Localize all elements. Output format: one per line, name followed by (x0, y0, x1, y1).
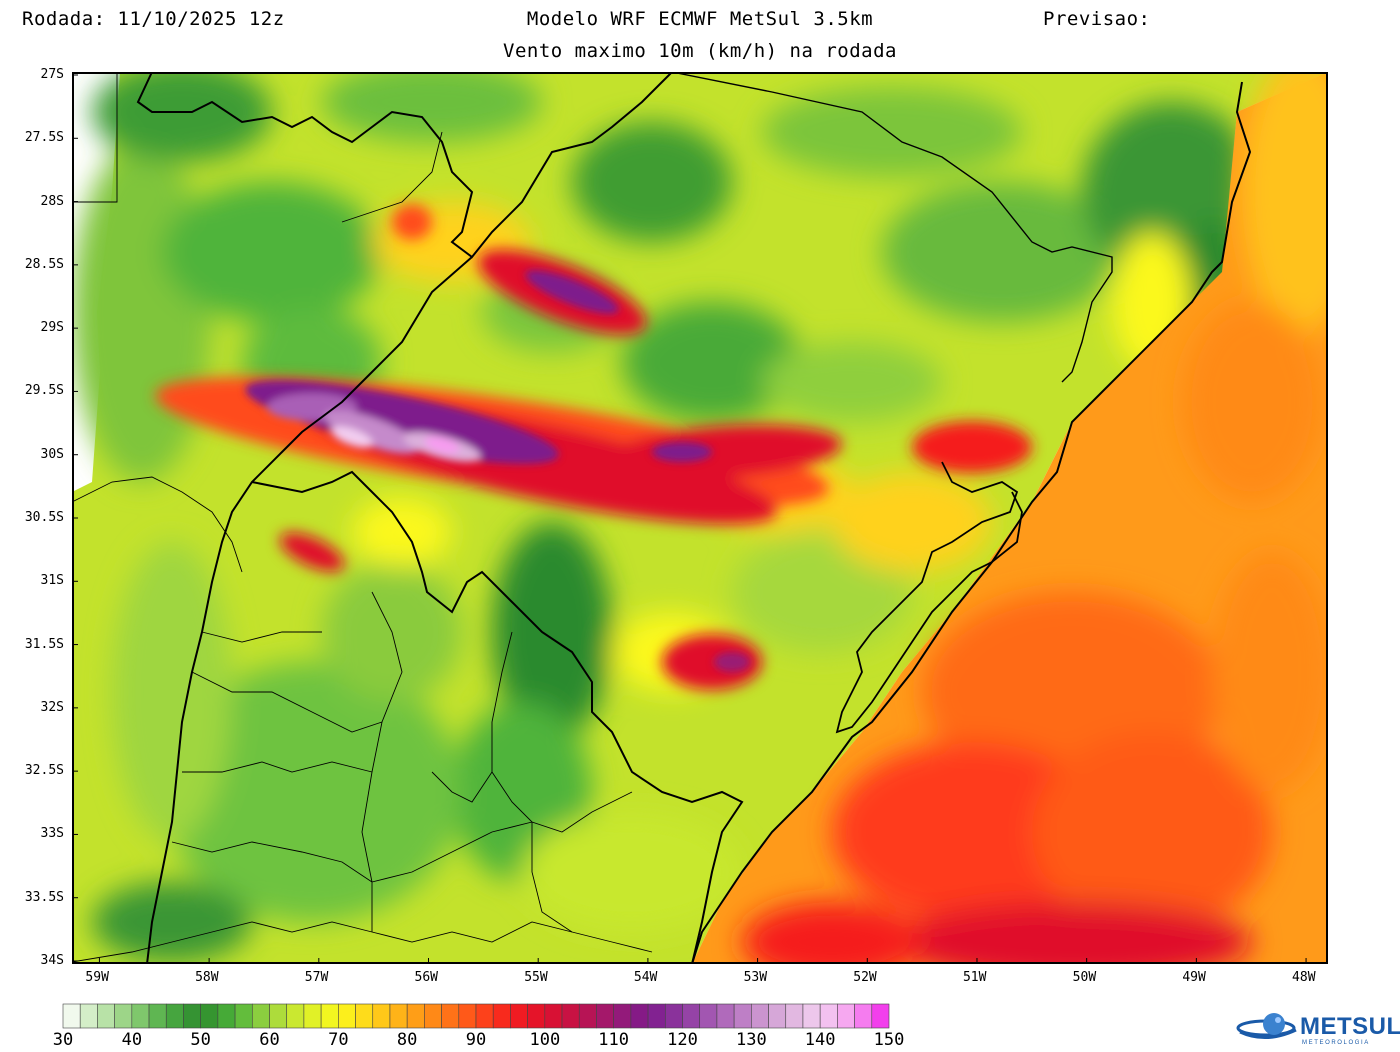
colorbar-swatch (768, 1003, 787, 1029)
colorbar-swatch (251, 1003, 270, 1029)
colorbar-swatch (97, 1003, 115, 1029)
colorbar-swatch (269, 1003, 288, 1029)
colorbar-swatch (165, 1003, 184, 1029)
colorbar-swatch (733, 1003, 752, 1029)
colorbar-swatch (871, 1003, 890, 1029)
colorbar-swatch (200, 1003, 219, 1029)
lat-label: 27S (40, 67, 64, 82)
lat-label: 30S (40, 446, 64, 462)
colorbar-label: 50 (190, 1030, 211, 1050)
forecast-label: Previsao: (1043, 8, 1151, 30)
colorbar-swatch (303, 1003, 322, 1029)
lon-label: 53W (743, 970, 768, 985)
lat-label: 29.5S (24, 383, 64, 399)
colorbar-swatch (475, 1003, 494, 1029)
colorbar-swatch (854, 1003, 873, 1029)
colorbar-swatch (320, 1003, 339, 1029)
colorbar-swatch (441, 1003, 460, 1029)
model-title: Modelo WRF ECMWF MetSul 3.5km (526, 8, 874, 30)
colorbar-swatch (458, 1003, 477, 1029)
colorbar-swatch (819, 1003, 838, 1029)
lat-label: 31S (40, 573, 64, 589)
colorbar-swatch (286, 1003, 305, 1029)
colorbar-swatch (647, 1003, 666, 1029)
colorbar-swatch (596, 1003, 614, 1029)
colorbar-swatch (406, 1003, 425, 1029)
lon-label: 49W (1182, 970, 1206, 985)
lon-label: 48W (1292, 970, 1316, 985)
colorbar-label: 40 (121, 1030, 143, 1050)
colorbar-swatch (682, 1003, 701, 1029)
lat-label: 34S (40, 953, 64, 968)
lon-label: 57W (304, 970, 329, 985)
colorbar-swatch (114, 1003, 133, 1029)
lon-label: 52W (853, 970, 877, 985)
colorbar-label: 120 (667, 1030, 698, 1050)
colorbar-swatch (802, 1003, 821, 1029)
colorbar-swatch (630, 1003, 649, 1029)
colorbar-swatch (79, 1003, 98, 1029)
colorbar-swatch (664, 1003, 683, 1029)
colorbar-label: 110 (598, 1030, 630, 1050)
lat-label: 33S (40, 826, 64, 842)
colorbar-swatch (183, 1003, 201, 1029)
lat-label: 30.5S (24, 510, 64, 525)
colorbar-label: 130 (735, 1030, 767, 1050)
colorbar-swatch (372, 1003, 391, 1029)
variable-subtitle: Vento maximo 10m (km/h) na rodada (503, 40, 897, 62)
wind-field-map (72, 72, 1328, 964)
colorbar-swatch (561, 1003, 580, 1029)
metsul-logo-icon (1236, 1013, 1297, 1039)
lat-label: 29S (40, 320, 64, 336)
colorbar-swatch (544, 1003, 563, 1029)
colorbar-label: 150 (873, 1030, 905, 1050)
colorbar-swatch (62, 1003, 81, 1029)
colorbar-swatch (424, 1003, 442, 1029)
wind-map-panel (72, 72, 1328, 964)
colorbar-label: 60 (259, 1030, 280, 1050)
colorbar-swatch (492, 1003, 511, 1029)
colorbar-swatch (389, 1003, 408, 1029)
colorbar-swatch (699, 1003, 718, 1029)
colorbar-swatch (234, 1003, 253, 1029)
colorbar-swatch (837, 1003, 855, 1029)
colorbar-label: 70 (328, 1030, 349, 1050)
colorbar-swatch (131, 1003, 150, 1029)
lat-label: 32.5S (24, 763, 64, 779)
lat-label: 28.5S (24, 256, 64, 272)
colorbar-swatch (217, 1003, 236, 1029)
colorbar (62, 1003, 890, 1029)
lon-label: 56W (414, 970, 438, 985)
colorbar-label: 90 (465, 1030, 487, 1050)
lat-label: 27.5S (24, 130, 64, 146)
lat-label: 28S (40, 193, 64, 209)
colorbar-swatch (510, 1003, 528, 1029)
lat-label: 33.5S (24, 889, 64, 905)
lon-label: 50W (1072, 970, 1097, 985)
colorbar-swatch (716, 1003, 735, 1029)
logo-subtext: METEOROLOGIA (1302, 1040, 1370, 1046)
lon-label: 54W (633, 970, 658, 985)
colorbar-label: 140 (804, 1030, 836, 1050)
colorbar-swatch (527, 1003, 546, 1029)
run-label: Rodada: 11/10/2025 12z (22, 8, 285, 30)
lat-label: 31.5S (24, 636, 64, 652)
colorbar-label: 80 (396, 1030, 418, 1050)
colorbar-swatch (338, 1003, 356, 1029)
colorbar-swatch (613, 1003, 632, 1029)
logo-wordmark: METSUL (1300, 1013, 1400, 1040)
lon-label: 51W (962, 970, 987, 985)
colorbar-label: 100 (529, 1030, 561, 1050)
colorbar-label: 30 (52, 1030, 74, 1050)
lon-label: 55W (524, 970, 548, 985)
lon-label: 59W (85, 970, 109, 985)
colorbar-swatch (578, 1003, 597, 1029)
colorbar-swatch (355, 1003, 374, 1029)
colorbar-swatch (785, 1003, 804, 1029)
colorbar-swatch (148, 1003, 167, 1029)
lat-label: 32S (40, 699, 64, 715)
colorbar-swatch (751, 1003, 769, 1029)
lon-label: 58W (195, 970, 219, 985)
